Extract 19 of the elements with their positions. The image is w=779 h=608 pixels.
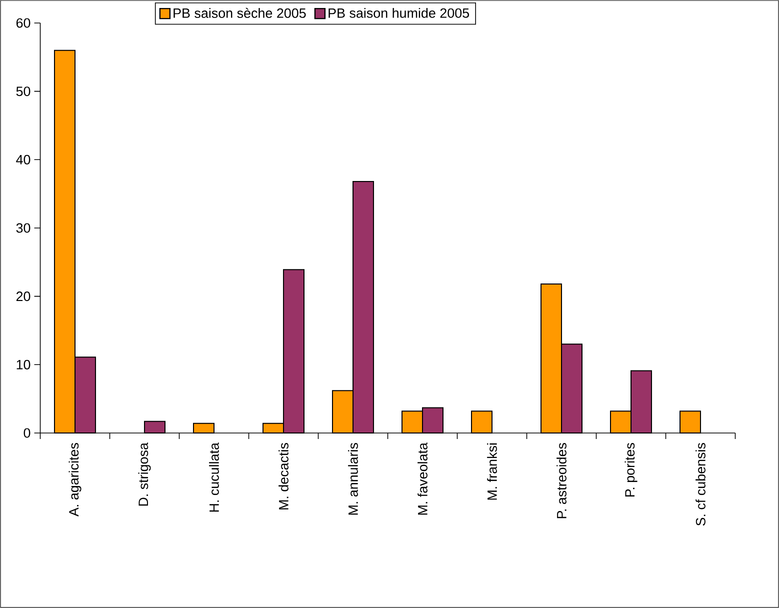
x-tick-label: P. astreoides [556,443,566,518]
x-tick-label: D. strigosa [138,442,151,506]
x-tick-label: M. decactis [278,443,288,510]
y-tick-label: 50 [16,86,30,96]
y-tick-label: 10 [16,360,30,370]
x-tick-label: S. cf cubensis [696,443,706,526]
x-tick-label: P. porites [624,443,638,496]
x-tick-label: H. cucullata [209,442,219,512]
x-tick-label: M. franksi [487,443,497,500]
y-tick-label: 60 [16,18,30,28]
x-tick-label: M. annularis [348,443,358,515]
y-tick-label: 0 [24,428,30,438]
x-tick-label: A. agaricites [68,443,82,516]
x-tick-label: M. faveolata [418,442,428,515]
y-tick-label: 30 [16,223,30,233]
y-tick-label: 20 [16,292,30,302]
legend-label: PB saison humide 2005 [328,8,470,18]
y-tick-label: 40 [16,154,30,164]
legend-label: PB saison sèche 2005 [174,8,306,18]
